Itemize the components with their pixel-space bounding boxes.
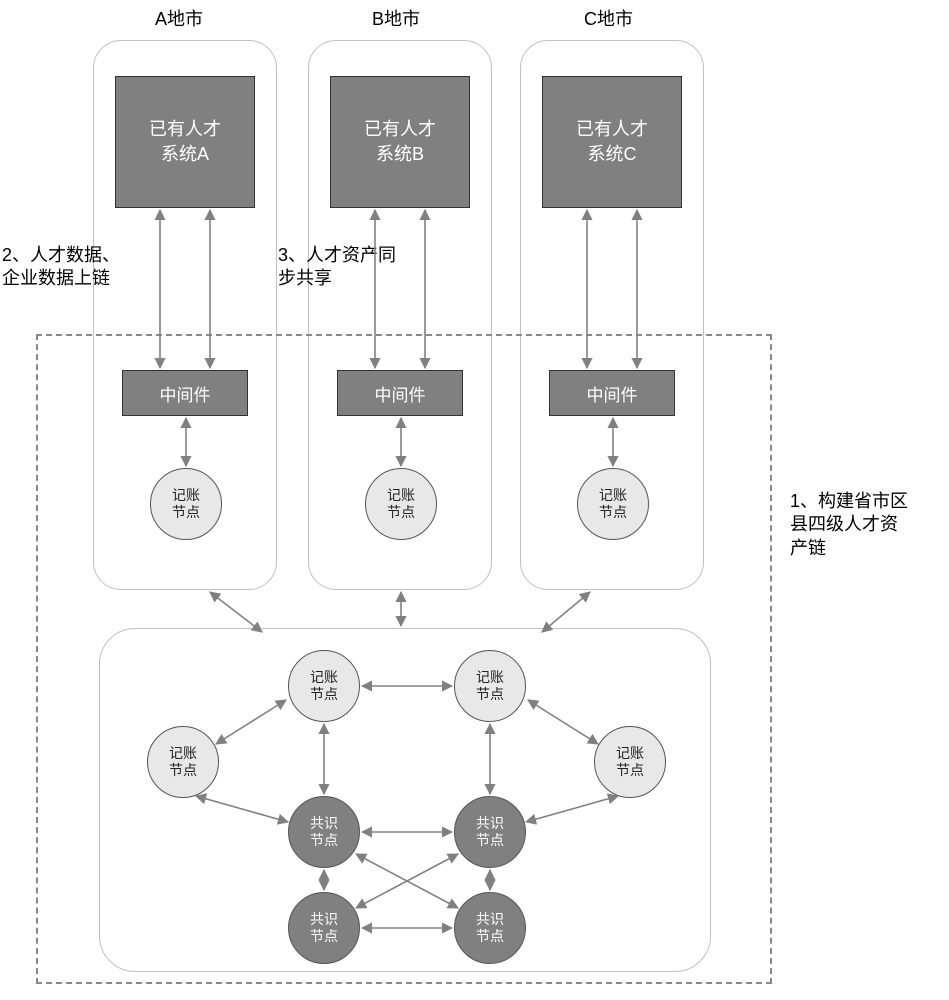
system-box-2: 已有人才系统C [542,76,682,208]
net-node-dark-1: 共识节点 [454,796,526,868]
system-box-0: 已有人才系统A [115,76,255,208]
net-node-light-2: 记账节点 [147,726,219,798]
middleware-box-1: 中间件 [337,370,463,416]
annotation-1: 3、人才资产同 步共享 [278,244,396,291]
network-container [99,628,711,972]
net-node-light-1: 记账节点 [454,650,526,722]
net-node-dark-3: 共识节点 [454,892,526,964]
net-node-dark-2: 共识节点 [288,892,360,964]
acct-node-top-0: 记账节点 [150,468,222,540]
city-label-2: C地市 [584,8,633,31]
system-box-1: 已有人才系统B [330,76,470,208]
city-label-1: B地市 [372,8,420,31]
middleware-box-0: 中间件 [122,370,248,416]
net-node-light-3: 记账节点 [594,726,666,798]
middleware-box-2: 中间件 [549,370,675,416]
city-label-0: A地市 [155,8,203,31]
net-node-light-0: 记账节点 [288,650,360,722]
acct-node-top-1: 记账节点 [365,468,437,540]
system-box-label: 已有人才系统B [364,117,436,167]
annotation-2: 1、构建省市区 县四级人才资 产链 [790,490,908,560]
acct-node-top-2: 记账节点 [577,468,649,540]
annotation-0: 2、人才数据、 企业数据上链 [2,244,120,291]
net-node-dark-0: 共识节点 [288,796,360,868]
system-box-label: 已有人才系统C [576,117,648,167]
system-box-label: 已有人才系统A [149,117,221,167]
